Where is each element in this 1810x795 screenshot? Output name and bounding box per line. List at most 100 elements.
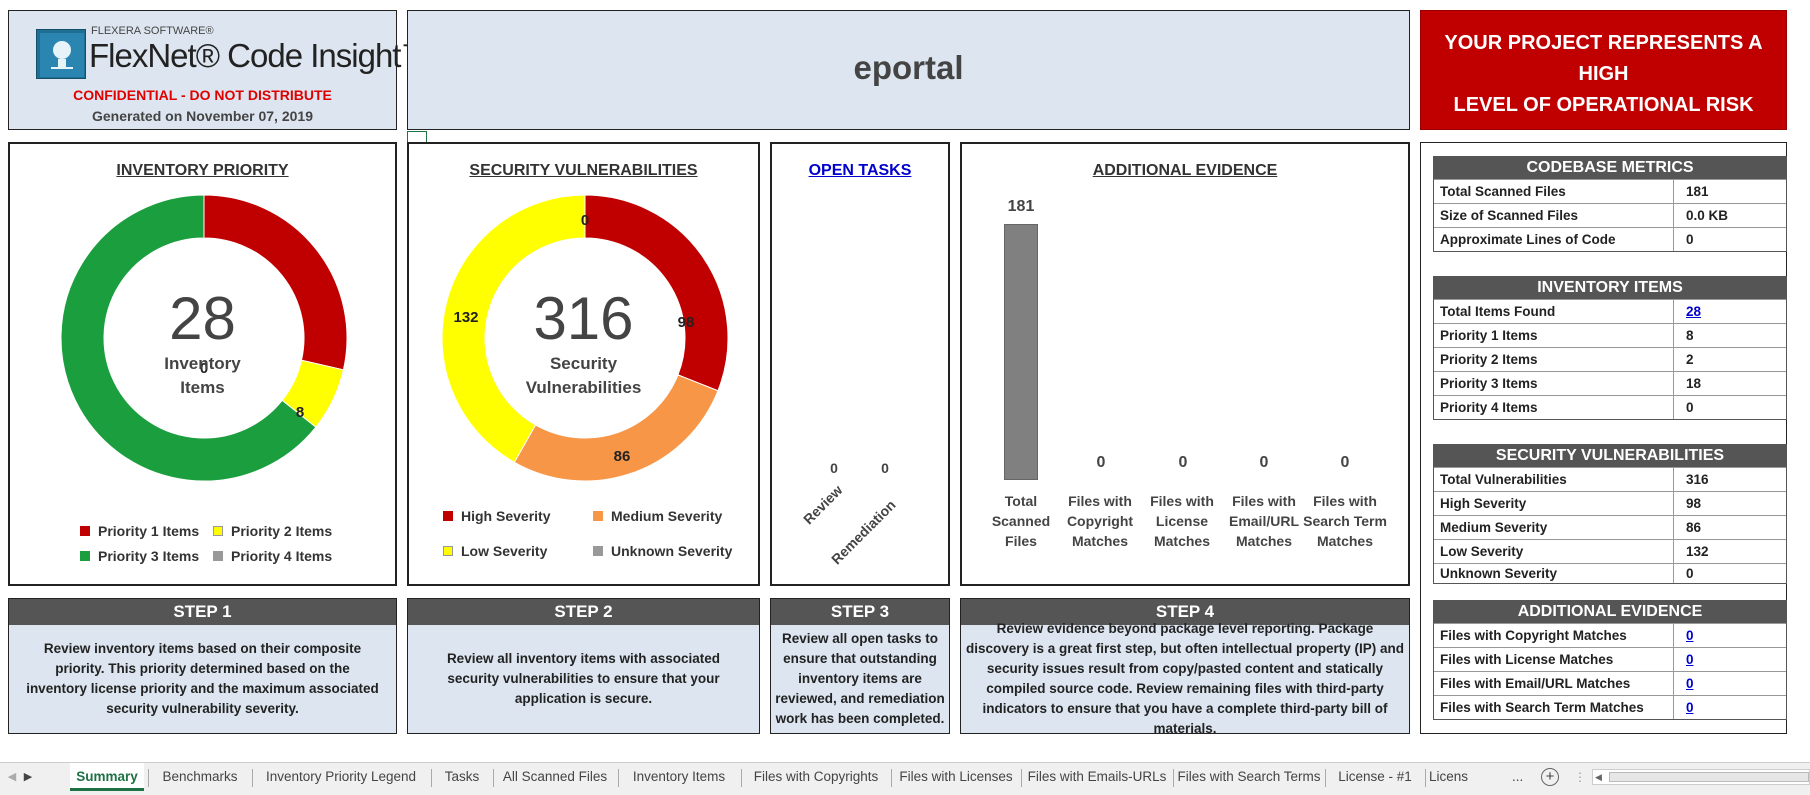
scroll-options-icon[interactable]: ⋮ (1574, 770, 1586, 784)
security-vulnerabilities-title: SECURITY VULNERABILITIES (469, 162, 698, 179)
legend-swatch-icon (593, 546, 603, 556)
tab-separator (148, 769, 149, 787)
step-4-title: STEP 4 (961, 599, 1409, 625)
tab-separator (1021, 769, 1022, 787)
flexera-logo-icon (36, 29, 86, 79)
sheet-tab-licens[interactable]: Licens (1429, 769, 1469, 784)
table-row: High Severity 98 (1434, 491, 1786, 515)
tab-separator (493, 769, 494, 787)
sheet-tab-files-with-emails-urls[interactable]: Files with Emails-URLs (1027, 769, 1167, 784)
table-row: Files with License Matches 0 (1434, 647, 1786, 671)
axis-label-review: Review (800, 481, 846, 528)
sheet-tab-bar: ◀ ▶ Summary Benchmarks Inventory Priority … (0, 762, 1810, 795)
license-matches-link[interactable]: 0 (1686, 652, 1694, 667)
inventory-priority-title: INVENTORY PRIORITY (116, 162, 289, 179)
tab-separator (1325, 769, 1326, 787)
step-3-title: STEP 3 (771, 599, 949, 625)
open-tasks-link[interactable]: OPEN TASKS (808, 162, 912, 179)
legend-high-severity: High Severity (443, 508, 550, 524)
tab-separator (741, 769, 742, 787)
scroll-left-arrow-icon[interactable]: ◀ (1595, 772, 1602, 782)
sheet-tab-files-with-copyrights[interactable]: Files with Copyrights (753, 769, 879, 784)
sheet-tab-license-1[interactable]: License - #1 (1338, 769, 1412, 784)
risk-line-2: HIGH (1578, 63, 1629, 85)
sheet-tab-tasks[interactable]: Tasks (444, 769, 480, 784)
table-row: Files with Search Term Matches 0 (1434, 695, 1786, 719)
tab-separator (891, 769, 892, 787)
additional-evidence-table: ADDITIONAL EVIDENCE Files with Copyright… (1433, 600, 1787, 720)
security-slice-3 (441, 194, 586, 463)
inventory-slice-3 (60, 194, 317, 482)
table-row: Low Severity 132 (1434, 539, 1786, 563)
legend-low-severity: Low Severity (443, 543, 547, 559)
copyright-matches-link[interactable]: 0 (1686, 628, 1694, 643)
security-total: 316 (533, 285, 634, 352)
legend-priority-2: Priority 2 Items (213, 523, 332, 539)
evidence-bar-value-3: 0 (1178, 454, 1188, 471)
evidence-bar-value-5: 0 (1340, 454, 1350, 471)
bar-label-search-term: Files with Search Term Matches (1303, 493, 1387, 549)
security-data-label-3: 132 (453, 309, 478, 326)
security-vulnerabilities-panel: SECURITY VULNERABILITIES 98 86 132 0 316 Se… (407, 142, 760, 586)
generated-date: Generated on November 07, 2019 (92, 108, 313, 124)
step-4-panel: STEP 4 Review evidence beyond package le… (960, 598, 1410, 736)
risk-line-3: LEVEL OF OPERATIONAL RISK (1453, 94, 1754, 116)
confidential-notice: CONFIDENTIAL - DO NOT DISTRIBUTE (73, 87, 332, 103)
step-1-panel: STEP 1 Review inventory items based on t… (8, 598, 397, 734)
bar-label-total-scanned: Total Scanned Files (991, 493, 1051, 549)
risk-banner: YOUR PROJECT REPRESENTS A HIGH LEVEL OF … (1420, 10, 1787, 130)
search-term-matches-link[interactable]: 0 (1686, 700, 1694, 715)
table-row: Total Vulnerabilities 316 (1434, 467, 1786, 491)
project-name: eportal (853, 49, 964, 86)
inventory-data-label-4: 0 (200, 360, 208, 377)
legend-swatch-icon (443, 546, 453, 556)
scrollbar-thumb[interactable] (1609, 772, 1809, 782)
evidence-bar-value-1: 181 (1007, 198, 1035, 215)
open-tasks-panel: OPEN TASKS 0 0 Review Remediation (770, 142, 950, 586)
inventory-center-label-1: Inventory (164, 354, 241, 373)
legend-swatch-icon (80, 526, 90, 536)
sheet-tab-inventory-priority-legend[interactable]: Inventory Priority Legend (265, 769, 417, 784)
step-1-title: STEP 1 (9, 599, 396, 625)
axis-label-remediation: Remediation (828, 496, 899, 568)
brand-name: FlexNet® Code Insight™ (89, 37, 433, 74)
legend-swatch-icon (443, 511, 453, 521)
security-center-label-2: Vulnerabilities (525, 378, 642, 397)
bar-label-license: Files with License Matches (1150, 493, 1214, 549)
scroll-left-icon[interactable]: ◀ (7, 771, 17, 783)
tabs-ellipsis[interactable]: ... (1512, 769, 1524, 784)
security-data-label-4: 0 (581, 212, 589, 229)
security-vulnerabilities-donut: 98 86 132 0 (441, 194, 729, 482)
legend-swatch-icon (213, 526, 223, 536)
evidence-table-title: ADDITIONAL EVIDENCE (1434, 601, 1786, 623)
sheet-tab-files-with-licenses[interactable]: Files with Licenses (899, 769, 1013, 784)
bar-value-remediation: 0 (881, 460, 889, 476)
sheet-tab-inventory-items[interactable]: Inventory Items (632, 769, 726, 784)
sheet-tab-summary[interactable]: Summary (70, 763, 144, 791)
inventory-items-table: INVENTORY ITEMS Total Items Found 28 Prio… (1433, 276, 1787, 420)
email-url-matches-link[interactable]: 0 (1686, 676, 1694, 691)
table-row: Medium Severity 86 (1434, 515, 1786, 539)
security-vulnerabilities-table: SECURITY VULNERABILITIES Total Vulnerabi… (1433, 444, 1787, 584)
sheet-tab-benchmarks[interactable]: Benchmarks (162, 769, 238, 784)
codebase-metrics-title: CODEBASE METRICS (1434, 157, 1786, 179)
total-items-link[interactable]: 28 (1686, 304, 1702, 319)
security-table-title: SECURITY VULNERABILITIES (1434, 445, 1786, 467)
evidence-bar-value-2: 0 (1096, 454, 1106, 471)
horizontal-scrollbar[interactable]: ◀ (1592, 769, 1810, 785)
sheet-tab-files-with-search-terms[interactable]: Files with Search Terms (1177, 769, 1321, 784)
tab-separator (252, 769, 253, 787)
inventory-priority-panel: INVENTORY PRIORITY 82180 28 Inventory It… (8, 142, 397, 586)
step-2-panel: STEP 2 Review all inventory items with a… (407, 598, 760, 734)
add-sheet-icon[interactable]: + (1541, 768, 1559, 786)
step-3-text: Review all open tasks to ensure that out… (771, 625, 949, 733)
sheet-tab-all-scanned-files[interactable]: All Scanned Files (502, 769, 608, 784)
project-name-panel: eportal (407, 10, 1410, 130)
logo-panel: FLEXERA SOFTWARE® FlexNet® Code Insight™… (8, 10, 433, 130)
risk-line-1: YOUR PROJECT REPRESENTS A (1444, 32, 1763, 54)
bar-label-copyright: Files with Copyright Matches (1066, 493, 1134, 549)
tab-separator (618, 769, 619, 787)
tab-separator (431, 769, 432, 787)
scroll-right-icon[interactable]: ▶ (23, 771, 33, 783)
step-2-title: STEP 2 (408, 599, 759, 625)
